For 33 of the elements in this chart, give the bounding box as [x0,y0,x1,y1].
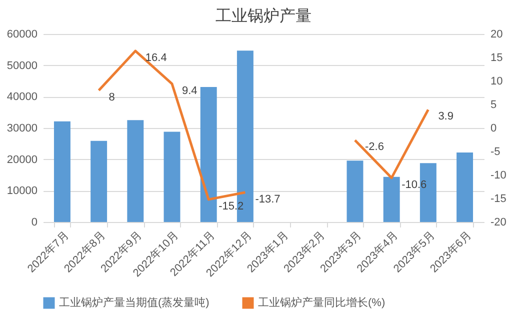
y2-tick-label: 10 [490,76,503,88]
y2-tick-label: 20 [490,28,503,40]
y2-tick-label: -20 [490,216,506,228]
y-tick-label: 40000 [6,91,38,104]
y2-tick-label: -10 [490,170,506,182]
bar [456,152,474,222]
legend-label: 工业锅炉产量同比增长(%) [258,296,386,309]
y2-tick-label: 15 [490,52,503,64]
bar [127,120,144,222]
data-label: 8 [108,91,115,104]
data-label: -13.7 [255,193,280,206]
y2-tick-label: 0 [490,122,497,134]
y-tick-label: 10000 [6,185,38,198]
y-tick-label: 60000 [6,28,38,40]
bar [54,121,70,222]
y2-tick-label: 5 [490,99,497,111]
data-label: 9.4 [182,84,198,97]
y-tick-label: 30000 [6,122,38,134]
y-tick-label: 50000 [6,60,38,72]
data-label: 16.4 [145,52,167,64]
data-label: -2.6 [364,141,384,154]
bar [90,140,108,222]
y2-tick-label: -5 [490,146,500,158]
bar [346,160,364,222]
y-tick-label: 20000 [6,154,38,166]
y-tick-label: 0 [31,216,38,228]
bar [383,176,400,222]
chart-title: 工业锅炉产量 [216,7,312,25]
bar [200,86,217,222]
y2-tick-label: -15 [490,193,506,205]
bar [164,132,180,222]
legend-label: 工业锅炉产量当期值(蒸发量吨) [59,296,210,309]
data-label: 3.9 [438,110,454,123]
